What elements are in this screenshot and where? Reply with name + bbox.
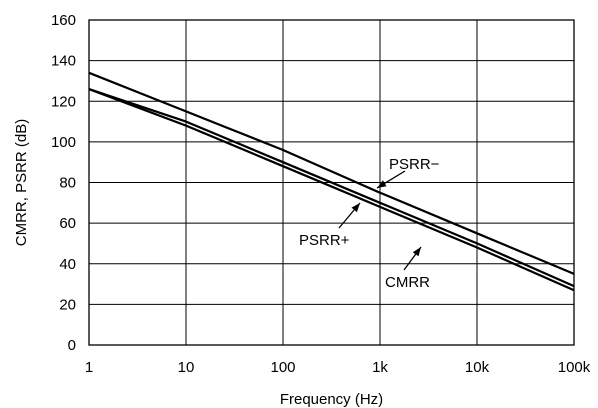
annotation-arrowhead-psrr-minus: [377, 180, 387, 188]
annotation-label-psrr-minus: PSRR−: [389, 156, 440, 173]
y-tick-label: 80: [59, 175, 76, 192]
x-tick-label: 100: [270, 359, 295, 376]
y-tick-label: 160: [51, 12, 76, 29]
series-line-cmrr: [88, 88, 575, 292]
x-tick-label: 10: [178, 359, 195, 376]
annotation-arrowhead-cmrr: [412, 247, 421, 257]
series-lines: [88, 71, 575, 292]
x-tick-label: 10k: [465, 359, 490, 376]
grid: [89, 20, 574, 345]
series-line-psrr-minus: [88, 71, 575, 275]
x-tick-label: 100k: [558, 359, 591, 376]
y-tick-label: 0: [68, 337, 76, 354]
y-tick-label: 100: [51, 134, 76, 151]
y-tick-label: 60: [59, 215, 76, 232]
y-axis-title: CMRR, PSRR (dB): [13, 119, 30, 247]
x-tick-labels: 1 10 100 1k 10k 100k: [85, 359, 591, 376]
y-tick-label: 40: [59, 256, 76, 273]
series-annotations: PSRR− PSRR+ CMRR: [299, 156, 440, 291]
y-tick-label: 140: [51, 53, 76, 70]
annotation-arrowhead-psrr-plus: [351, 203, 360, 213]
annotation-label-cmrr: CMRR: [385, 274, 430, 291]
x-axis-title: Frequency (Hz): [280, 391, 383, 408]
x-tick-label: 1k: [372, 359, 388, 376]
plot-frame: [88, 19, 575, 346]
series-line-psrr-plus: [88, 88, 575, 288]
y-tick-labels: 0 20 40 60 80 100 120 140 160: [51, 12, 76, 354]
x-tick-label: 1: [85, 359, 93, 376]
y-tick-label: 120: [51, 93, 76, 110]
annotation-label-psrr-plus: PSRR+: [299, 232, 350, 249]
y-tick-label: 20: [59, 296, 76, 313]
